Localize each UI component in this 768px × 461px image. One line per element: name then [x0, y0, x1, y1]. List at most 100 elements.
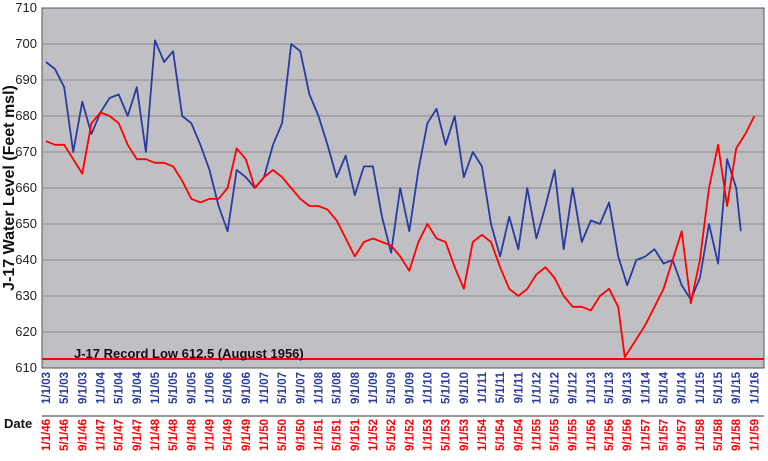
x-tick-label: 1/1/16 [749, 372, 761, 404]
x-tick-label: 9/1/46 [77, 419, 89, 451]
x-tick-label: 9/1/47 [132, 419, 144, 451]
x-tick-label: 9/1/58 [731, 418, 743, 451]
y-tick-label: 680 [15, 108, 37, 123]
x-tick-label: 1/1/08 [314, 371, 326, 404]
y-tick-label: 650 [15, 216, 37, 231]
x-tick-label: 1/1/53 [422, 419, 434, 451]
x-tick-label: 5/1/09 [386, 372, 398, 404]
x-axis-label: Date [4, 416, 32, 431]
x-tick-label: 9/1/48 [186, 418, 198, 451]
x-tick-label: 9/1/03 [77, 372, 89, 404]
x-tick-label: 1/1/56 [586, 419, 598, 451]
y-tick-label: 690 [15, 72, 37, 87]
x-tick-label: 1/1/10 [422, 372, 434, 404]
series-line-2 [45, 111, 756, 359]
x-tick-label: 1/1/47 [96, 419, 108, 451]
x-tick-label: 5/1/56 [604, 419, 616, 451]
x-tick-label: 5/1/06 [223, 372, 235, 404]
x-tick-label: 5/1/05 [168, 371, 180, 404]
x-tick-label: 1/1/04 [96, 371, 108, 404]
x-tick-label: 5/1/47 [114, 419, 126, 451]
x-tick-label: 1/1/05 [150, 371, 162, 404]
x-tick-label: 5/1/51 [332, 418, 344, 451]
x-tick-label: 9/1/10 [459, 372, 471, 404]
x-tick-label: 1/1/48 [150, 418, 162, 451]
x-tick-label: 1/1/46 [41, 419, 53, 451]
x-tick-label: 9/1/53 [459, 419, 471, 451]
x-tick-label: 5/1/12 [550, 372, 562, 404]
x-tick-label: 5/1/53 [441, 419, 453, 451]
x-tick-label: 5/1/11 [495, 371, 507, 403]
x-tick-label: 1/1/59 [749, 419, 761, 451]
x-tick-label: 9/1/55 [568, 418, 580, 451]
x-tick-label: 5/1/07 [277, 372, 289, 404]
x-tick-label: 5/1/15 [713, 371, 725, 404]
series-layer [45, 39, 756, 359]
x-tick-label: 1/1/07 [259, 372, 271, 404]
x-tick-label: 1/1/58 [695, 418, 707, 451]
x-tick-label: 9/1/50 [295, 419, 307, 451]
x-tick-label: 1/1/15 [695, 371, 707, 404]
y-tick-label: 710 [15, 0, 37, 15]
x-tick-label: 9/1/57 [677, 419, 689, 451]
x-tick-label: 5/1/03 [59, 372, 71, 404]
x-tick-label: 1/1/14 [640, 371, 652, 404]
y-axis-label: J-17 Water Level (Feet msl) [1, 85, 18, 291]
y-tick-label: 610 [15, 360, 37, 375]
x-tick-label: 9/1/56 [622, 419, 634, 451]
x-tick-label: 1/1/49 [205, 419, 217, 451]
x-tick-label: 9/1/12 [568, 372, 580, 404]
x-tick-label: 9/1/13 [622, 372, 634, 404]
red-date-tick-labels: 1/1/46 5/1/46 9/1/46 1/1/47 5/1/47 9/1/47 1/1/… [41, 418, 761, 451]
x-tick-label: 5/1/14 [659, 371, 671, 404]
x-tick-label: 9/1/09 [404, 372, 416, 404]
x-tick-label: 5/1/13 [604, 372, 616, 404]
x-tick-label: 5/1/04 [114, 371, 126, 404]
x-tick-label: 5/1/52 [386, 419, 398, 451]
x-tick-label: 9/1/07 [295, 372, 307, 404]
x-tick-label: 9/1/11 [513, 371, 525, 403]
x-tick-label: 1/1/55 [531, 418, 543, 451]
x-tick-label: 5/1/57 [659, 419, 671, 451]
y-tick-label: 620 [15, 324, 37, 339]
x-tick-label: 1/1/03 [41, 372, 53, 404]
x-tick-label: 5/1/50 [277, 419, 289, 451]
series-line-1 [45, 39, 742, 301]
y-tick-label: 640 [15, 252, 37, 267]
x-tick-label: 1/1/09 [368, 372, 380, 404]
blue-date-tick-labels: 1/1/03 5/1/03 9/1/03 1/1/04 5/1/04 9/1/04 1/1/… [41, 371, 761, 404]
x-tick-label: 9/1/49 [241, 419, 253, 451]
x-tick-label: 9/1/04 [132, 371, 144, 404]
record-low-annotation: J-17 Record Low 612.5 (August 1956) [74, 346, 304, 361]
x-tick-label: 9/1/52 [404, 419, 416, 451]
x-tick-label: 9/1/54 [513, 418, 525, 451]
x-tick-label: 9/1/08 [350, 371, 362, 404]
x-tick-label: 5/1/55 [550, 418, 562, 451]
x-tick-label: 1/1/11 [477, 371, 489, 403]
x-tick-label: 1/1/51 [314, 418, 326, 451]
x-tick-label: 1/1/57 [640, 419, 652, 451]
x-tick-label: 5/1/46 [59, 419, 71, 451]
x-tick-label: 1/1/52 [368, 419, 380, 451]
x-tick-label: 9/1/51 [350, 418, 362, 451]
x-tick-label: 5/1/08 [332, 371, 344, 404]
x-tick-label: 1/1/54 [477, 418, 489, 451]
y-tick-label: 660 [15, 180, 37, 195]
x-tick-label: 5/1/58 [713, 418, 725, 451]
x-tick-label: 5/1/48 [168, 418, 180, 451]
x-tick-label: 9/1/05 [186, 371, 198, 404]
x-tick-label: 1/1/13 [586, 372, 598, 404]
x-tick-label: 1/1/06 [205, 372, 217, 404]
y-tick-label: 670 [15, 144, 37, 159]
x-tick-label: 5/1/54 [495, 418, 507, 451]
gridlines [42, 43, 764, 333]
x-tick-label: 9/1/15 [731, 371, 743, 404]
x-tick-label: 9/1/14 [677, 371, 689, 404]
x-tick-label: 1/1/50 [259, 419, 271, 451]
y-tick-labels: 610 620 630 640 650 660 670 680 690 700 710 [15, 0, 37, 375]
x-tick-label: 1/1/12 [531, 372, 543, 404]
x-tick-label: 5/1/10 [441, 372, 453, 404]
y-tick-label: 700 [15, 36, 37, 51]
x-tick-label: 9/1/06 [241, 372, 253, 404]
